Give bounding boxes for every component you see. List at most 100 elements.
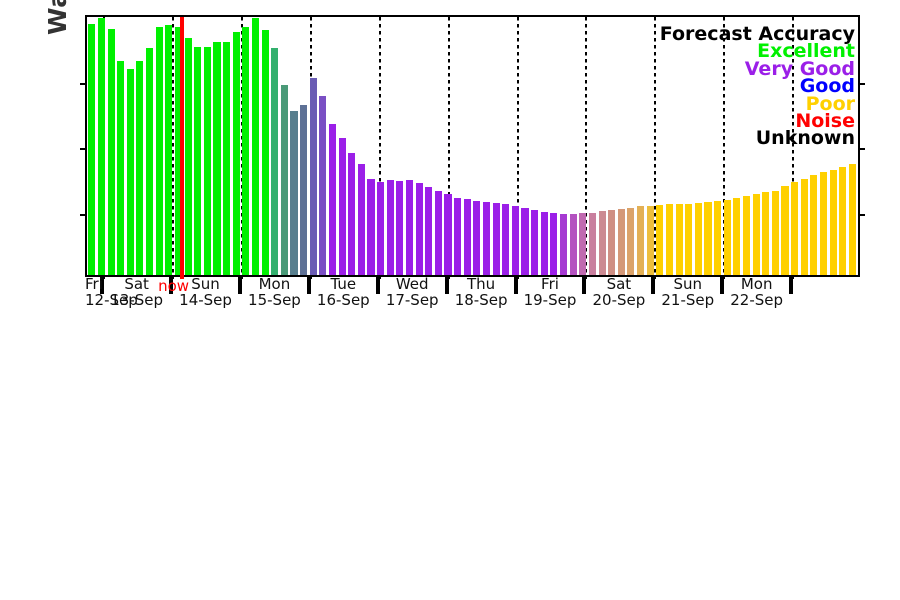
legend-title: Forecast Accuracy <box>659 23 855 45</box>
bar <box>839 166 847 275</box>
bar <box>800 178 808 275</box>
bar <box>444 194 452 275</box>
day-gridline <box>516 17 519 279</box>
bar <box>646 205 654 275</box>
day-date: 15-Sep <box>248 290 301 309</box>
bar <box>559 214 568 275</box>
bar <box>752 194 760 275</box>
day-gridline <box>792 17 795 279</box>
bar <box>463 199 471 275</box>
bar <box>223 41 231 275</box>
bar <box>829 169 837 275</box>
day-date: 20-Sep <box>592 290 646 309</box>
bar <box>251 17 260 275</box>
day-separator <box>720 277 725 294</box>
bar <box>617 208 625 275</box>
day-date: 21-Sep <box>661 290 715 309</box>
bar <box>174 26 182 275</box>
bar <box>502 204 510 275</box>
bar <box>434 191 442 275</box>
day-gridline <box>241 17 243 279</box>
bar <box>810 175 818 275</box>
day-label: Fri 19-Sep <box>516 276 585 309</box>
day-label: Wed 17-Sep <box>378 275 447 309</box>
day-label: Thu 18-Sep <box>447 275 516 309</box>
bar <box>300 104 308 275</box>
day-separator <box>651 277 656 294</box>
day-separator <box>789 277 794 294</box>
day-weekday: Mon <box>740 275 773 293</box>
bar <box>405 180 414 275</box>
bar <box>338 138 346 275</box>
bar <box>309 77 317 275</box>
bar <box>425 187 433 275</box>
bar <box>598 211 606 275</box>
bar <box>136 61 144 275</box>
day-weekday: Sun <box>191 275 220 293</box>
bar <box>588 212 596 275</box>
day-label: Sun 14-Sep <box>171 275 240 309</box>
bar <box>627 207 635 275</box>
legend-items: Excellent Very Good Good Poor Noise Unknown <box>660 42 855 148</box>
day-label: Sat 13-Sep <box>102 275 171 309</box>
day-date: 12-Sep <box>85 290 138 309</box>
bar <box>492 202 500 275</box>
day-separator <box>100 277 105 294</box>
now-marker-label: now <box>158 277 190 295</box>
bar <box>203 47 211 275</box>
bar <box>165 25 173 275</box>
day-separator <box>169 277 174 294</box>
day-label: Mon 22-Sep <box>722 275 791 309</box>
day-gridline <box>723 17 726 279</box>
bar <box>637 206 645 275</box>
bar <box>791 182 799 275</box>
bar <box>550 213 558 275</box>
bar <box>454 197 462 275</box>
day-label: Mon 15-Sep <box>240 276 309 309</box>
day-gridline <box>585 17 588 279</box>
day-date: 18-Sep <box>454 290 508 309</box>
bar <box>280 85 288 275</box>
day-gridline <box>447 17 450 279</box>
bar <box>194 47 202 275</box>
day-weekday: Wed <box>395 275 429 293</box>
day-label: Sat 20-Sep <box>584 276 653 309</box>
bar <box>742 196 751 275</box>
legend: Forecast Accuracy Excellent Very Good Good… <box>659 23 855 148</box>
bar <box>521 207 529 275</box>
bar <box>107 29 115 275</box>
y-tick <box>80 213 87 216</box>
bar <box>771 190 779 275</box>
bar <box>473 201 481 275</box>
day-separator <box>238 277 242 294</box>
legend-item-good: Good <box>799 75 855 98</box>
day-separator <box>375 277 380 294</box>
x-axis-day-labels: Fri 12-Sep Sat 13-Sep Sun 14-Sep Mon 15-Sep Tue 1… <box>85 275 860 322</box>
day-date: 14-Sep <box>179 290 232 309</box>
day-label: Tue 16-Sep <box>309 276 378 309</box>
bar <box>386 180 394 275</box>
bar <box>781 185 789 275</box>
bar <box>579 213 587 275</box>
day-weekday: Sat <box>124 275 149 293</box>
bar <box>242 26 250 275</box>
y-tick-right <box>858 82 865 85</box>
day-weekday: Thu <box>467 275 496 293</box>
bar <box>232 32 240 275</box>
legend-item-noise: Noise <box>795 110 855 133</box>
day-date: 19-Sep <box>523 290 577 309</box>
day-date: 17-Sep <box>385 290 439 309</box>
bar <box>608 210 616 275</box>
bar <box>714 201 722 275</box>
day-date: 16-Sep <box>316 290 370 309</box>
bar <box>511 205 519 275</box>
day-separator <box>513 277 518 294</box>
bar <box>290 110 298 275</box>
bar <box>675 204 683 275</box>
day-date: 13-Sep <box>110 290 164 309</box>
bar <box>540 212 548 275</box>
day-weekday: Sun <box>673 275 703 293</box>
day-date: 22-Sep <box>730 290 784 309</box>
bar <box>569 214 577 275</box>
